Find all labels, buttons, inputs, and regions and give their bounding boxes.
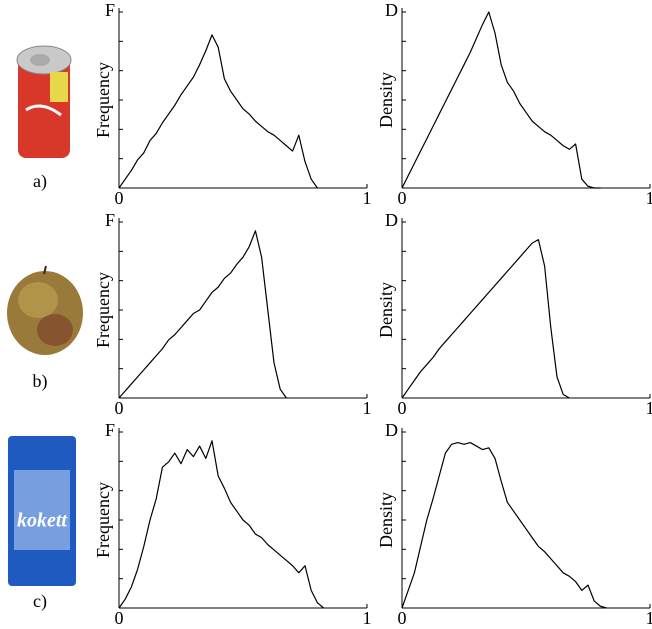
y-tick-label: F [105, 210, 115, 230]
panel-label: b) [33, 371, 48, 392]
x-tick-label: 0 [115, 398, 124, 418]
y-tick-label: F [105, 420, 115, 440]
y-axis-label: Density [376, 72, 396, 128]
y-axis-label: Frequency [93, 62, 113, 138]
x-tick-label: 1 [646, 188, 652, 208]
x-tick-label: 0 [115, 188, 124, 208]
data-line [118, 440, 324, 609]
x-tick-label: 0 [115, 608, 124, 628]
y-tick-label: F [105, 0, 115, 20]
data-line [401, 11, 601, 189]
data-line [401, 239, 570, 399]
x-tick-label: 1 [363, 398, 372, 418]
x-tick-label: 1 [646, 608, 652, 628]
tissue-image: kokett [8, 436, 76, 586]
apple-image [7, 265, 83, 355]
panel-label: c) [33, 591, 47, 612]
y-axis-label: Density [376, 282, 396, 338]
x-tick-label: 0 [398, 398, 407, 418]
data-line [118, 230, 287, 399]
y-axis-label: Density [376, 492, 396, 548]
x-tick-label: 1 [646, 398, 652, 418]
y-tick-label: D [385, 0, 398, 20]
x-tick-label: 1 [363, 188, 372, 208]
can-image [16, 45, 72, 158]
panel-label: a) [33, 171, 47, 192]
x-tick-label: 0 [398, 608, 407, 628]
x-tick-label: 0 [398, 188, 407, 208]
y-axis-label: Frequency [93, 482, 113, 558]
data-line [118, 34, 318, 189]
y-tick-label: D [385, 210, 398, 230]
x-tick-label: 1 [363, 608, 372, 628]
y-axis-label: Frequency [93, 272, 113, 348]
y-tick-label: D [385, 420, 398, 440]
data-line [401, 441, 607, 609]
svg-text:kokett: kokett [17, 510, 68, 532]
